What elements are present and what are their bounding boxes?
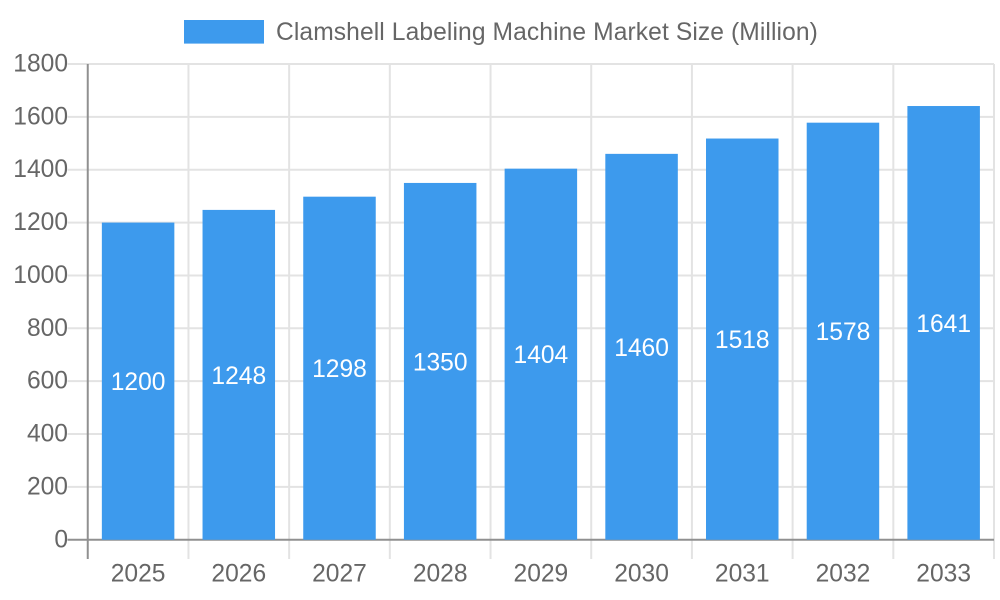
svg-text:2029: 2029: [514, 561, 569, 588]
svg-text:2027: 2027: [312, 561, 367, 588]
svg-text:1298: 1298: [312, 356, 367, 383]
svg-text:2032: 2032: [816, 561, 871, 588]
svg-text:1460: 1460: [614, 335, 669, 362]
svg-text:1404: 1404: [514, 342, 569, 369]
svg-text:1600: 1600: [13, 103, 68, 130]
svg-text:800: 800: [27, 315, 68, 342]
svg-text:1000: 1000: [13, 262, 68, 289]
svg-text:2033: 2033: [916, 561, 971, 588]
svg-text:600: 600: [27, 368, 68, 395]
svg-text:2028: 2028: [413, 561, 468, 588]
svg-text:1200: 1200: [13, 209, 68, 236]
svg-text:1400: 1400: [13, 156, 68, 183]
svg-text:200: 200: [27, 473, 68, 500]
svg-text:2031: 2031: [715, 561, 770, 588]
svg-text:1578: 1578: [816, 319, 871, 346]
svg-text:0: 0: [54, 526, 68, 553]
svg-text:2030: 2030: [614, 561, 669, 588]
svg-text:1641: 1641: [916, 311, 971, 338]
svg-text:1350: 1350: [413, 349, 468, 376]
svg-text:2025: 2025: [111, 561, 166, 588]
svg-text:1248: 1248: [211, 363, 266, 390]
svg-text:1200: 1200: [111, 369, 166, 396]
svg-text:Clamshell Labeling Machine Mar: Clamshell Labeling Machine Market Size (…: [276, 19, 818, 46]
svg-text:1518: 1518: [715, 327, 770, 354]
svg-text:2026: 2026: [211, 561, 266, 588]
svg-text:400: 400: [27, 421, 68, 448]
svg-text:1800: 1800: [13, 51, 68, 78]
